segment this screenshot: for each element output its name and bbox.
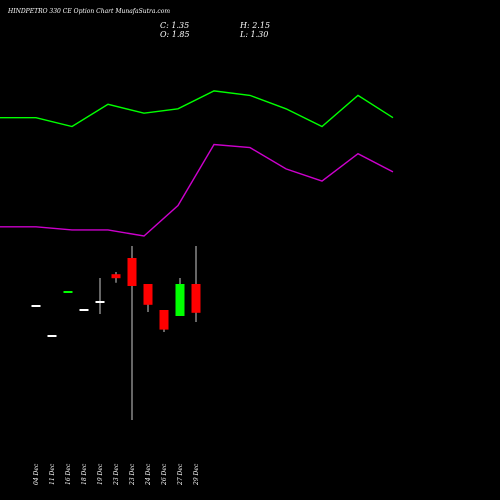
low-value: L: 1.30: [240, 30, 269, 39]
x-tick-label: 26 Dec: [161, 463, 168, 485]
x-tick-label: 23 Dec: [129, 463, 136, 485]
x-tick-label: 18 Dec: [81, 463, 88, 485]
x-tick-label: 24 Dec: [145, 463, 152, 485]
candle-body-8: [143, 284, 153, 305]
candle-body-2: [47, 335, 57, 337]
x-tick-label: 27 Dec: [177, 463, 184, 485]
x-tick-label: 23 Dec: [113, 463, 120, 485]
x-tick-label: 11 Dec: [49, 463, 56, 485]
candle-body-9: [159, 310, 169, 330]
candle-body-10: [175, 284, 185, 316]
x-tick-label: 29 Dec: [193, 463, 200, 485]
x-tick-label: 04 Dec: [33, 463, 40, 485]
close-value: C: 1.35: [160, 21, 190, 30]
candle-body-7: [127, 258, 137, 286]
open-value: O: 1.85: [160, 30, 190, 39]
indicator-line-1: [0, 90, 394, 128]
candle-body-1: [31, 305, 41, 307]
x-tick-label: 16 Dec: [65, 463, 72, 485]
high-value: H: 2.15: [240, 21, 271, 30]
candle-body-3: [63, 291, 73, 293]
indicator-line-2: [0, 143, 394, 237]
chart-title: HINDPETRO 330 CE Option Chart MunafaSutr…: [8, 8, 171, 15]
candle-body-6: [111, 274, 121, 279]
candle-body-11: [191, 284, 201, 313]
x-tick-label: 19 Dec: [97, 463, 104, 485]
candle-body-4: [79, 309, 89, 311]
candle-body-5: [95, 301, 105, 303]
